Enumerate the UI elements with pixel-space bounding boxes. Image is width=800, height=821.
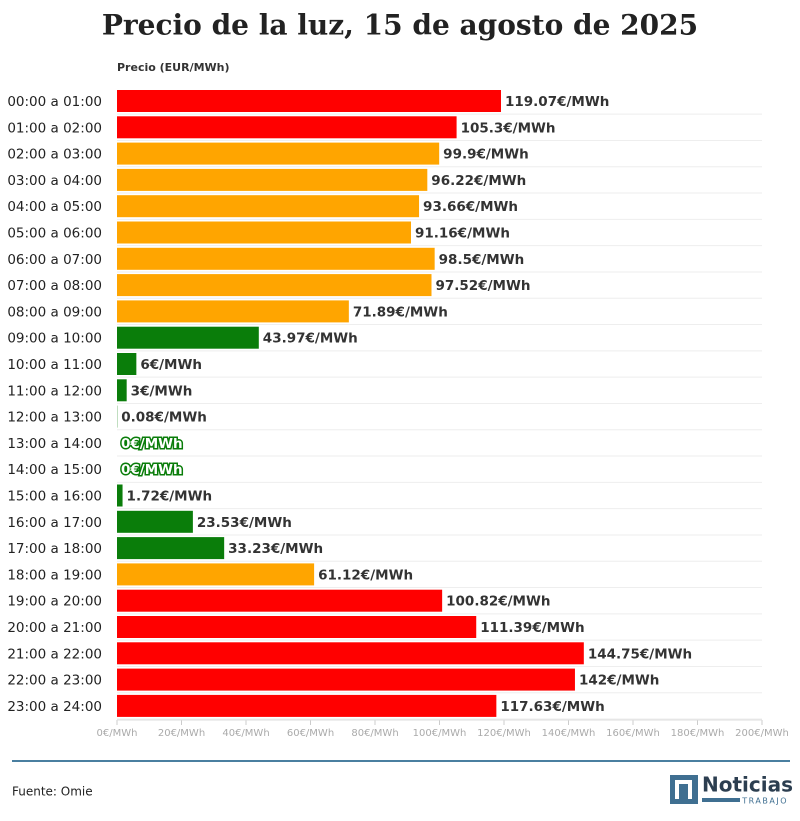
y-tick-label: 19:00 a 20:00 [7, 594, 102, 610]
x-tick-label: 120€/MWh [477, 728, 531, 739]
y-tick-label: 22:00 a 23:00 [7, 673, 102, 689]
source: Fuente: Omie [12, 785, 93, 799]
bar [117, 589, 443, 612]
logo-box [670, 775, 698, 804]
bar [117, 300, 349, 323]
value-label: 3€/MWh [131, 383, 193, 399]
bar [117, 195, 420, 218]
x-tick-label: 20€/MWh [158, 728, 205, 739]
value-label: 144.75€/MWh [588, 646, 692, 662]
x-tick-label: 100€/MWh [413, 728, 467, 739]
bar [117, 142, 440, 165]
x-tick-label: 80€/MWh [351, 728, 398, 739]
bar [117, 168, 428, 191]
bar [117, 353, 137, 375]
y-tick-label: 04:00 a 05:00 [7, 199, 102, 215]
y-tick-label: 09:00 a 10:00 [7, 331, 102, 347]
value-label: 0€/MWh [121, 436, 183, 452]
bar [117, 642, 584, 665]
bar [117, 326, 259, 349]
y-tick-label: 03:00 a 04:00 [7, 173, 102, 189]
bar [117, 379, 127, 402]
bar [117, 694, 497, 717]
x-tick-label: 40€/MWh [222, 728, 269, 739]
y-tick-label: 01:00 a 02:00 [7, 120, 102, 136]
value-label: 71.89€/MWh [353, 304, 448, 320]
bar [117, 668, 575, 691]
logo-sub: TRABAJO [741, 797, 788, 806]
value-label: 98.5€/MWh [439, 252, 525, 268]
y-tick-label: 21:00 a 22:00 [7, 646, 102, 662]
y-tick-label: 11:00 a 12:00 [7, 383, 102, 399]
value-label: 23.53€/MWh [197, 515, 292, 531]
x-tick-label: 140€/MWh [542, 728, 596, 739]
bar [117, 616, 477, 638]
y-tick-label: 13:00 a 14:00 [7, 436, 102, 452]
value-label: 91.16€/MWh [415, 226, 510, 242]
value-label: 43.97€/MWh [263, 331, 358, 347]
value-label: 96.22€/MWh [431, 173, 526, 189]
x-tick-label: 160€/MWh [606, 728, 660, 739]
value-label: 0€/MWh [121, 462, 183, 478]
bar [117, 90, 502, 112]
logo-icon [675, 780, 692, 799]
value-label: 93.66€/MWh [423, 199, 518, 215]
bar [117, 116, 457, 139]
x-tick-label: 60€/MWh [287, 728, 334, 739]
y-tick-label: 05:00 a 06:00 [7, 226, 102, 242]
value-label: 111.39€/MWh [480, 620, 584, 636]
y-tick-label: 10:00 a 11:00 [7, 357, 102, 373]
bar [117, 247, 435, 270]
y-tick-label: 02:00 a 03:00 [7, 147, 102, 163]
x-tick-label: 0€/MWh [97, 728, 138, 739]
bar [117, 563, 315, 586]
value-label: 142€/MWh [579, 673, 659, 689]
y-tick-label: 07:00 a 08:00 [7, 278, 102, 294]
y-tick-label: 06:00 a 07:00 [7, 252, 102, 268]
y-tick-label: 08:00 a 09:00 [7, 304, 102, 320]
value-label: 100.82€/MWh [446, 594, 550, 610]
value-label: 119.07€/MWh [505, 94, 609, 110]
y-tick-label: 18:00 a 19:00 [7, 567, 102, 583]
bar [117, 510, 193, 533]
bar [117, 484, 123, 507]
y-tick-label: 16:00 a 17:00 [7, 515, 102, 531]
value-label: 33.23€/MWh [228, 541, 323, 557]
bar [117, 274, 432, 297]
value-label: 0.08€/MWh [121, 410, 207, 426]
bar [117, 537, 225, 560]
value-label: 61.12€/MWh [318, 567, 413, 583]
value-label: 97.52€/MWh [436, 278, 531, 294]
y-tick-label: 14:00 a 15:00 [7, 462, 102, 478]
value-label: 117.63€/MWh [500, 699, 604, 715]
x-tick-label: 180€/MWh [671, 728, 725, 739]
axis-label: Precio (EUR/MWh) [117, 61, 230, 74]
bar [117, 221, 411, 244]
value-label: 99.9€/MWh [443, 147, 529, 163]
y-tick-label: 00:00 a 01:00 [7, 94, 102, 110]
logo-name: Noticias [702, 773, 793, 797]
value-label: 1.72€/MWh [127, 489, 213, 505]
y-tick-label: 23:00 a 24:00 [7, 699, 102, 715]
y-tick-label: 12:00 a 13:00 [7, 410, 102, 426]
chart-title: Precio de la luz, 15 de agosto de 2025 [102, 9, 698, 42]
y-tick-label: 20:00 a 21:00 [7, 620, 102, 636]
y-tick-label: 17:00 a 18:00 [7, 541, 102, 557]
value-label: 105.3€/MWh [461, 120, 556, 136]
y-tick-label: 15:00 a 16:00 [7, 489, 102, 505]
x-tick-label: 200€/MWh [735, 728, 789, 739]
value-label: 6€/MWh [140, 357, 202, 373]
